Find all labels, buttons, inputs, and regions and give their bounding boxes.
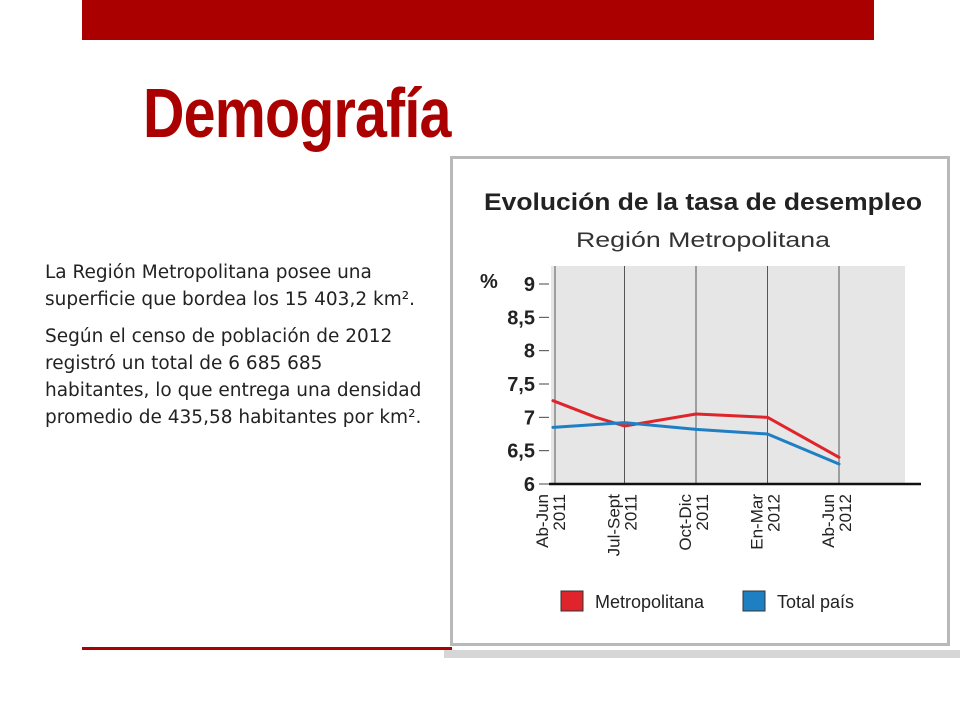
chart-title: Evolución de la tasa de desempleo [484, 189, 922, 216]
legend-label-metropolitana: Metropolitana [595, 592, 705, 612]
x-tick-label-2: Oct-Dic2011 [676, 494, 712, 551]
x-tick-label-2-year: 2011 [693, 494, 712, 531]
unemployment-chart: Evolución de la tasa de desempleo Región … [480, 189, 922, 612]
legend-swatch-total-pais [742, 590, 766, 612]
x-tick-label-1: Jul-Sept2011 [605, 494, 641, 557]
slide-title: Demografía [143, 74, 451, 152]
x-tick-label-0-year: 2011 [550, 494, 569, 531]
bottom-divider [82, 647, 452, 650]
paragraph-censo: Según el censo de población de 2012 regi… [45, 326, 422, 428]
x-tick-label-2-period: Oct-Dic [676, 494, 695, 551]
chart-figure: Evolución de la tasa de desempleo Región … [450, 156, 950, 646]
y-tick-label-4: 7 [524, 407, 535, 429]
y-tick-label-2: 8 [524, 341, 535, 363]
x-tick-label-1-period: Jul-Sept [605, 494, 624, 557]
chart-subtitle: Región Metropolitana [576, 229, 830, 252]
x-tick-label-3: En-Mar2012 [748, 494, 784, 550]
paragraph-superficie: La Región Metropolitana posee una superf… [45, 262, 416, 310]
plot-background [551, 266, 905, 484]
x-tick-label-4-year: 2012 [836, 494, 855, 532]
y-tick-label-3: 7,5 [507, 374, 535, 396]
x-tick-label-3-period: En-Mar [748, 494, 767, 550]
legend-swatch-metropolitana [560, 590, 584, 612]
x-tick-label-1-year: 2011 [622, 494, 641, 531]
x-tick-label-4-period: Ab-Jun [819, 494, 838, 548]
legend-label-total-pais: Total país [777, 592, 854, 612]
y-tick-label-5: 6,5 [507, 441, 535, 463]
x-tick-label-3-year: 2012 [765, 494, 784, 532]
chart-shadow [444, 650, 960, 658]
x-tick-label-0-period: Ab-Jun [533, 494, 552, 548]
y-tick-label-0: 9 [524, 274, 535, 296]
y-axis-label: % [480, 271, 498, 293]
y-tick-label-1: 8,5 [507, 307, 535, 329]
x-tick-label-0: Ab-Jun2011 [533, 494, 569, 548]
y-tick-label-6: 6 [524, 474, 535, 496]
series-line-metropolitana [551, 399, 841, 459]
series-line-total-pais [551, 421, 841, 466]
x-tick-label-4: Ab-Jun2012 [819, 494, 855, 548]
body-text: La Región Metropolitana posee una superf… [45, 259, 425, 441]
top-accent-bar [82, 0, 874, 40]
